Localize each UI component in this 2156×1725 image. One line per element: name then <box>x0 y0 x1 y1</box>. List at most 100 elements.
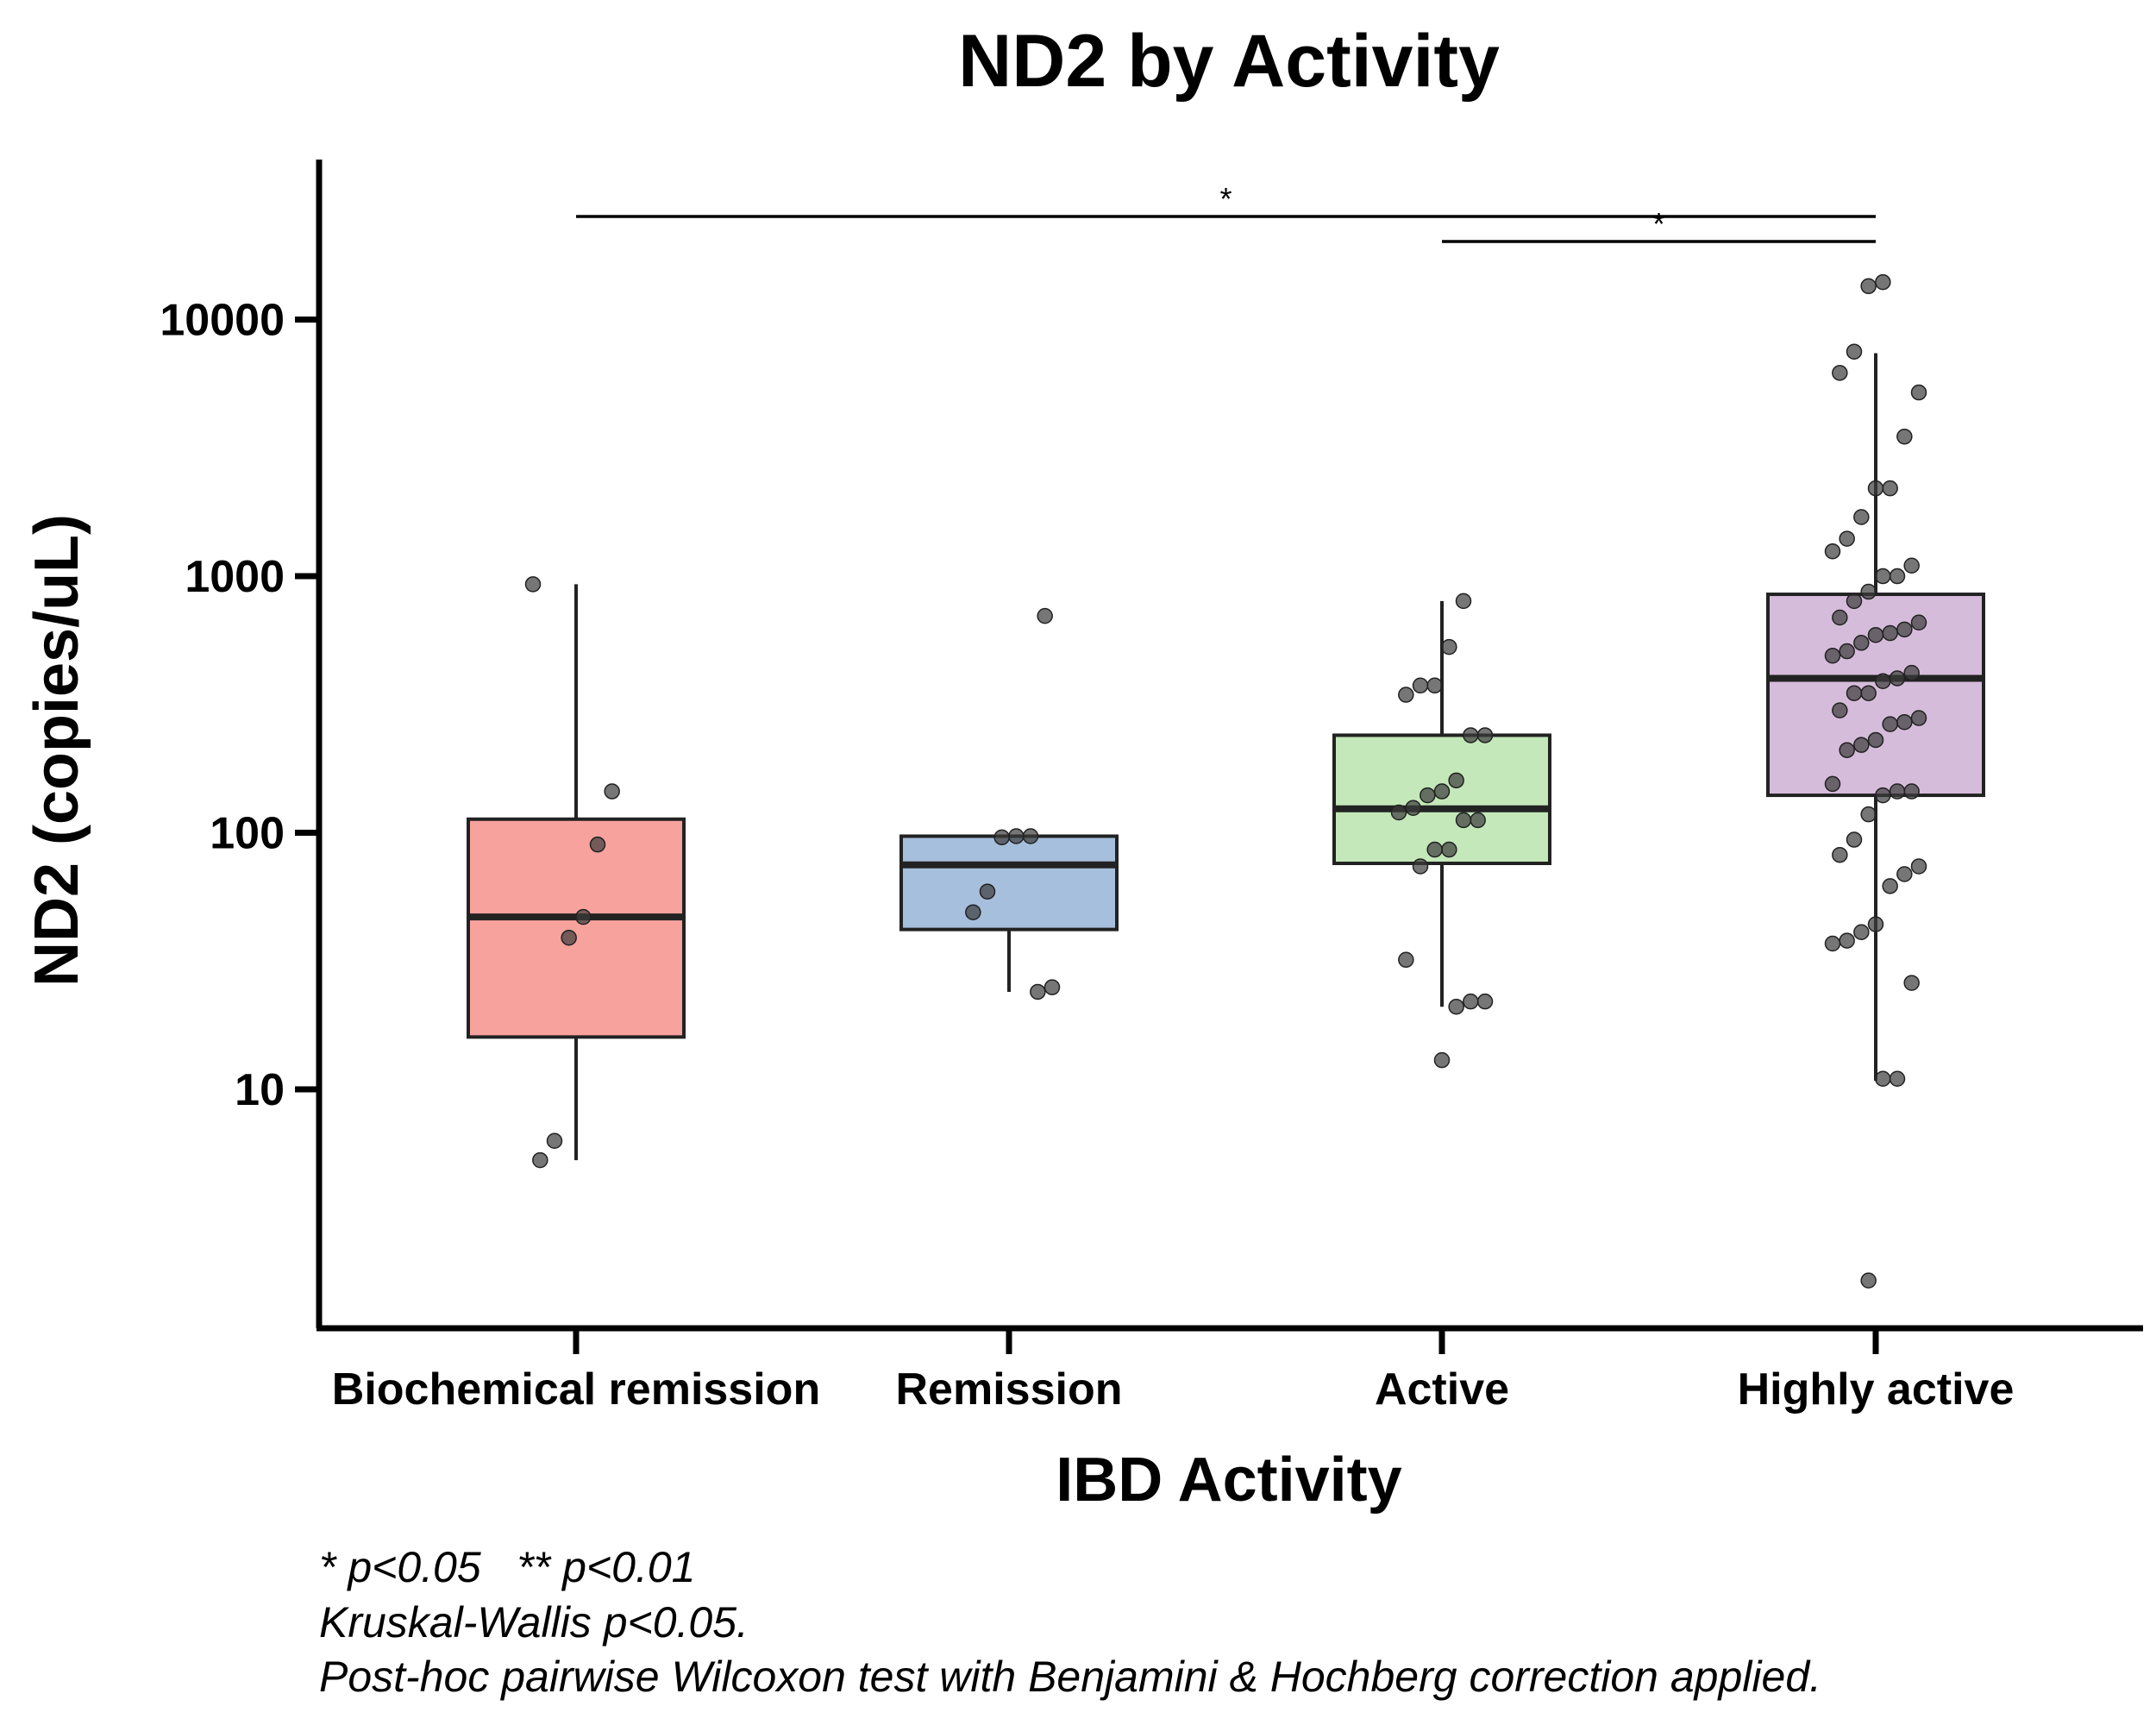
x-tick-label-remission: Remission <box>896 1364 1123 1414</box>
chart-title: ND2 by Activity <box>958 20 1500 103</box>
data-point-active <box>1455 593 1472 610</box>
data-point-highly-active <box>1896 428 1913 445</box>
y-tick-label-10000: 10000 <box>160 296 285 346</box>
data-point-remission <box>1037 607 1053 624</box>
data-point-highly-active <box>1860 685 1877 701</box>
data-point-remission <box>993 829 1010 846</box>
data-point-highly-active <box>1853 509 1870 525</box>
data-point-active <box>1420 787 1436 804</box>
data-point-highly-active <box>1824 543 1841 560</box>
data-point-highly-active <box>1903 783 1920 800</box>
data-point-highly-active <box>1875 1070 1891 1087</box>
data-point-active <box>1426 841 1443 858</box>
data-point-highly-active <box>1867 916 1884 932</box>
data-point-biochemical-remission <box>524 576 542 593</box>
data-point-remission <box>979 883 996 900</box>
data-point-highly-active <box>1903 664 1920 681</box>
data-point-biochemical-remission <box>589 836 606 853</box>
data-point-biochemical-remission <box>546 1132 563 1150</box>
data-point-active <box>1398 951 1414 969</box>
data-point-highly-active <box>1853 635 1870 651</box>
data-point-highly-active <box>1839 530 1855 547</box>
data-point-highly-active <box>1860 278 1877 295</box>
data-point-highly-active <box>1839 932 1855 949</box>
data-point-active <box>1398 687 1414 703</box>
data-point-active <box>1463 727 1479 743</box>
y-tick-label-1000: 1000 <box>185 552 285 602</box>
data-point-highly-active <box>1832 365 1848 381</box>
data-point-highly-active <box>1832 609 1848 626</box>
plot-area: 10 100 1000 10000 Biochemical remission Remis… <box>160 160 2143 1414</box>
data-point-active <box>1448 772 1464 789</box>
data-point-highly-active <box>1846 593 1863 610</box>
data-point-highly-active <box>1824 935 1841 952</box>
data-point-biochemical-remission <box>604 783 620 800</box>
footnote-kruskal-wallis: Kruskal-Wallis p<0.05. <box>319 1598 749 1647</box>
data-point-highly-active <box>1896 866 1913 882</box>
data-point-highly-active <box>1896 621 1913 638</box>
data-point-highly-active <box>1910 384 1927 401</box>
data-point-remission <box>1008 828 1025 844</box>
data-point-highly-active <box>1903 975 1920 991</box>
data-point-highly-active <box>1910 614 1927 630</box>
data-point-active <box>1463 993 1479 1010</box>
data-point-highly-active <box>1824 775 1841 793</box>
data-point-highly-active <box>1875 568 1891 585</box>
data-point-highly-active <box>1860 583 1877 600</box>
data-point-active <box>1476 993 1494 1010</box>
data-point-highly-active <box>1860 806 1877 823</box>
data-point-active <box>1470 812 1486 829</box>
data-point-remission <box>1022 828 1039 844</box>
box-remission <box>899 834 1119 932</box>
data-point-active <box>1412 677 1429 694</box>
data-point-highly-active <box>1860 1272 1877 1289</box>
data-point-remission <box>1044 979 1061 995</box>
data-point-highly-active <box>1889 568 1906 585</box>
y-axis-title: ND2 (copies/uL) <box>22 514 91 987</box>
x-tick-label-active: Active <box>1375 1364 1509 1414</box>
data-point-highly-active <box>1903 557 1920 574</box>
data-point-highly-active <box>1839 742 1855 758</box>
data-point-highly-active <box>1867 731 1884 749</box>
data-point-highly-active <box>1832 846 1848 863</box>
x-axis-title: IBD Activity <box>1056 1446 1401 1515</box>
data-point-active <box>1441 841 1457 858</box>
data-point-highly-active <box>1846 685 1863 701</box>
data-point-highly-active <box>1875 673 1891 689</box>
significance-label-1: * <box>1219 181 1232 216</box>
data-point-active <box>1448 998 1464 1015</box>
data-point-highly-active <box>1896 713 1913 731</box>
data-point-active <box>1426 677 1443 694</box>
data-point-remission <box>1030 983 1046 1000</box>
footnote-post-hoc-test: Post-hoc pairwise Wilcoxon test with Ben… <box>319 1653 1822 1701</box>
data-point-active <box>1433 783 1451 800</box>
data-point-active <box>1441 638 1457 656</box>
data-point-highly-active <box>1853 737 1870 753</box>
data-point-highly-active <box>1846 343 1863 360</box>
data-point-active <box>1476 727 1494 743</box>
data-point-highly-active <box>1824 647 1841 664</box>
y-tick-label-100: 100 <box>210 809 285 859</box>
data-point-biochemical-remission <box>532 1151 548 1169</box>
data-point-highly-active <box>1867 480 1884 497</box>
data-point-active <box>1455 812 1472 829</box>
significance-label-2: * <box>1652 206 1664 242</box>
data-point-biochemical-remission <box>561 929 577 946</box>
data-point-highly-active <box>1882 624 1898 642</box>
data-point-highly-active <box>1853 924 1870 941</box>
y-tick-label-10: 10 <box>235 1065 285 1115</box>
data-point-highly-active <box>1889 1070 1906 1087</box>
data-point-highly-active <box>1889 783 1906 800</box>
data-point-highly-active <box>1910 710 1927 726</box>
data-point-highly-active <box>1846 831 1863 848</box>
data-point-highly-active <box>1882 480 1898 497</box>
x-tick-label-highly-active: Highly active <box>1738 1364 2015 1414</box>
data-point-remission <box>965 904 981 920</box>
footnote-significance-legend: * p<0.05 ** p<0.01 <box>319 1543 696 1591</box>
data-point-highly-active <box>1882 878 1898 894</box>
data-point-active <box>1433 1051 1451 1069</box>
data-point-highly-active <box>1882 716 1898 732</box>
data-point-highly-active <box>1875 273 1891 291</box>
data-point-active <box>1412 858 1429 875</box>
